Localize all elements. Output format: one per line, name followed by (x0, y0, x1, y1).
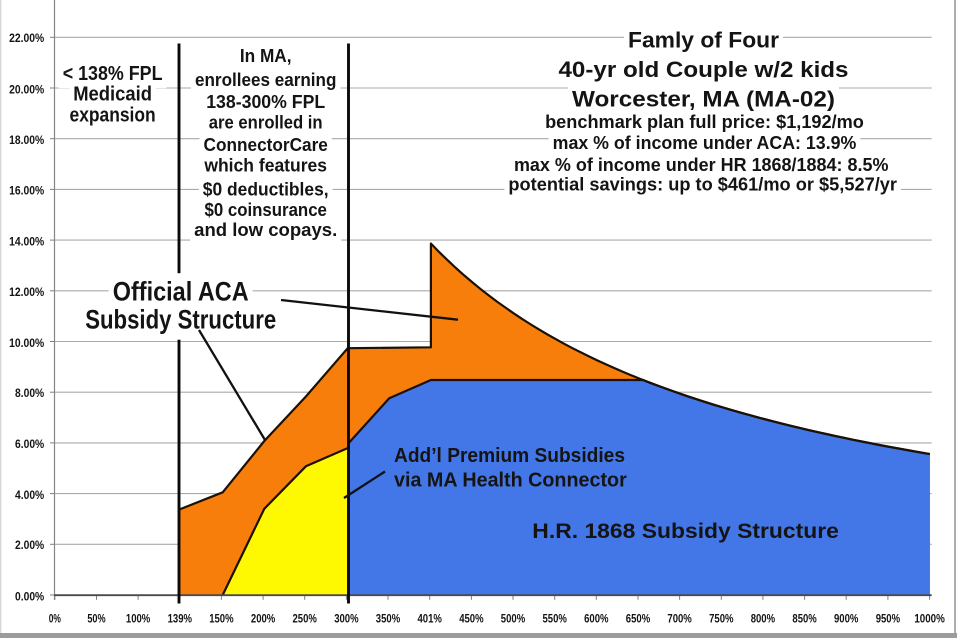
svg-text:900%: 900% (834, 611, 858, 625)
svg-text:250%: 250% (293, 611, 317, 625)
svg-text:4.00%: 4.00% (15, 490, 44, 502)
svg-text:which features: which features (203, 156, 327, 176)
svg-text:via MA Health Connector: via MA Health Connector (394, 469, 627, 491)
svg-text:H.R. 1868 Subsidy Structure: H.R. 1868 Subsidy Structure (532, 520, 839, 543)
svg-text:300%: 300% (334, 611, 358, 625)
svg-text:139%: 139% (168, 611, 192, 625)
svg-text:$0 deductibles,: $0 deductibles, (203, 180, 329, 200)
svg-text:401%: 401% (418, 611, 442, 625)
svg-text:200%: 200% (251, 611, 275, 625)
svg-text:potential savings: up to $461/: potential savings: up to $461/mo or $5,5… (508, 174, 897, 194)
svg-text:850%: 850% (792, 611, 816, 625)
svg-text:$0 coinsurance: $0 coinsurance (205, 200, 327, 220)
svg-text:550%: 550% (543, 611, 567, 625)
svg-text:100%: 100% (126, 611, 150, 625)
svg-text:40-yr old Couple w/2 kids: 40-yr old Couple w/2 kids (559, 57, 849, 82)
svg-text:Medicaid: Medicaid (73, 84, 152, 106)
svg-text:950%: 950% (876, 611, 900, 625)
svg-text:700%: 700% (667, 611, 691, 625)
svg-text:18.00%: 18.00% (9, 135, 44, 147)
svg-text:ConnectorCare: ConnectorCare (204, 135, 328, 155)
svg-text:0%: 0% (49, 611, 61, 625)
svg-text:max % of income under HR 1868/: max % of income under HR 1868/1884: 8.5% (514, 155, 889, 175)
svg-text:max % of income under ACA: 13.: max % of income under ACA: 13.9% (553, 133, 857, 153)
svg-text:expansion: expansion (70, 105, 156, 127)
svg-text:and low copays.: and low copays. (194, 220, 337, 240)
svg-text:500%: 500% (501, 611, 525, 625)
svg-text:138-300% FPL: 138-300% FPL (206, 92, 325, 112)
svg-text:22.00%: 22.00% (9, 33, 44, 45)
svg-text:350%: 350% (376, 611, 400, 625)
svg-text:600%: 600% (584, 611, 608, 625)
svg-text:1000%: 1000% (914, 611, 945, 625)
svg-text:20.00%: 20.00% (9, 84, 44, 96)
svg-text:10.00%: 10.00% (9, 338, 44, 350)
svg-text:Add’l Premium Subsidies: Add’l Premium Subsidies (394, 445, 625, 467)
svg-text:750%: 750% (709, 611, 733, 625)
svg-text:Subsidy Structure: Subsidy Structure (85, 305, 276, 335)
svg-text:800%: 800% (751, 611, 775, 625)
svg-text:In MA,: In MA, (240, 46, 292, 66)
svg-text:Official ACA: Official ACA (113, 277, 249, 307)
svg-text:benchmark plan full price: $1,: benchmark plan full price: $1,192/mo (545, 112, 864, 132)
svg-text:450%: 450% (459, 611, 483, 625)
svg-text:50%: 50% (87, 611, 105, 625)
svg-text:2.00%: 2.00% (15, 540, 44, 552)
svg-text:6.00%: 6.00% (15, 439, 44, 451)
svg-text:14.00%: 14.00% (9, 236, 44, 248)
svg-text:8.00%: 8.00% (15, 388, 44, 400)
svg-text:16.00%: 16.00% (9, 186, 44, 198)
svg-text:150%: 150% (209, 611, 233, 625)
svg-text:enrollees earning: enrollees earning (195, 70, 336, 90)
svg-text:650%: 650% (626, 611, 650, 625)
svg-text:Famly of Four: Famly of Four (628, 28, 779, 53)
svg-text:Worcester, MA (MA-02): Worcester, MA (MA-02) (572, 87, 835, 112)
svg-text:12.00%: 12.00% (9, 287, 44, 299)
svg-text:are enrolled in: are enrolled in (209, 113, 323, 133)
svg-text:0.00%: 0.00% (15, 591, 44, 603)
svg-text:< 138% FPL: < 138% FPL (63, 63, 163, 85)
